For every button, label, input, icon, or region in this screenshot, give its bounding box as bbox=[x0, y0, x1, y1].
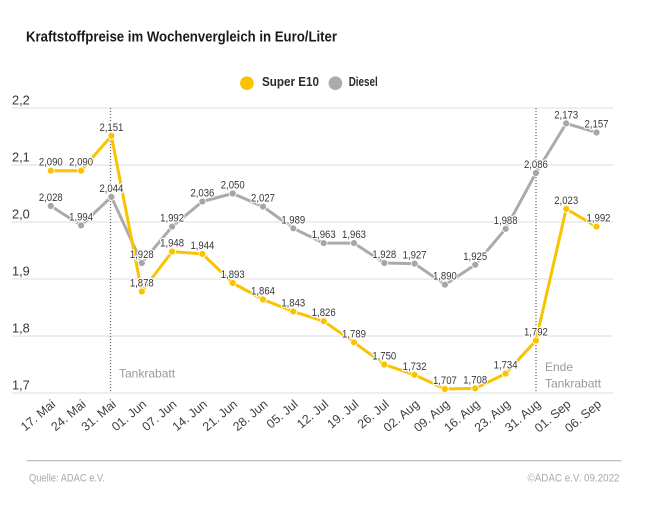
svg-text:1,864: 1,864 bbox=[251, 286, 275, 298]
svg-text:2,023: 2,023 bbox=[554, 195, 578, 207]
svg-text:2,028: 2,028 bbox=[39, 192, 63, 204]
svg-text:Diesel: Diesel bbox=[349, 74, 378, 89]
svg-text:1,8: 1,8 bbox=[12, 322, 30, 336]
svg-text:Tankrabatt: Tankrabatt bbox=[545, 377, 602, 391]
svg-text:Kraftstoffpreise im Wochenverg: Kraftstoffpreise im Wochenvergleich in E… bbox=[26, 30, 337, 46]
svg-text:2,173: 2,173 bbox=[554, 109, 578, 121]
svg-text:1,826: 1,826 bbox=[312, 307, 336, 319]
svg-text:1,707: 1,707 bbox=[433, 375, 457, 387]
svg-text:1,963: 1,963 bbox=[312, 229, 336, 241]
svg-text:2,086: 2,086 bbox=[524, 159, 548, 171]
svg-text:2,1: 2,1 bbox=[12, 151, 30, 165]
svg-text:1,890: 1,890 bbox=[433, 271, 457, 283]
svg-text:2,0: 2,0 bbox=[12, 208, 30, 222]
svg-text:2,044: 2,044 bbox=[99, 183, 123, 195]
svg-text:Tankrabatt: Tankrabatt bbox=[119, 367, 176, 381]
svg-text:1,988: 1,988 bbox=[494, 215, 518, 227]
svg-text:1,948: 1,948 bbox=[160, 238, 184, 250]
svg-text:2,050: 2,050 bbox=[221, 180, 245, 192]
svg-text:2,090: 2,090 bbox=[39, 157, 63, 169]
svg-text:1,789: 1,789 bbox=[342, 328, 366, 340]
svg-text:1,989: 1,989 bbox=[281, 214, 305, 226]
svg-text:1,944: 1,944 bbox=[190, 240, 214, 252]
svg-text:2,2: 2,2 bbox=[12, 94, 30, 108]
svg-text:1,992: 1,992 bbox=[587, 213, 611, 225]
svg-text:1,893: 1,893 bbox=[221, 269, 245, 281]
svg-text:©ADAC e.V. 09.2022: ©ADAC e.V. 09.2022 bbox=[528, 472, 620, 484]
svg-text:1,7: 1,7 bbox=[12, 379, 30, 393]
svg-text:1,925: 1,925 bbox=[463, 251, 487, 263]
svg-text:2,151: 2,151 bbox=[99, 122, 123, 134]
svg-text:1,843: 1,843 bbox=[281, 298, 305, 310]
svg-text:1,708: 1,708 bbox=[463, 374, 487, 386]
svg-text:Ende: Ende bbox=[545, 360, 573, 374]
svg-text:2,036: 2,036 bbox=[190, 188, 214, 200]
svg-text:1,9: 1,9 bbox=[12, 265, 30, 279]
svg-text:1,732: 1,732 bbox=[403, 361, 427, 373]
svg-text:2,157: 2,157 bbox=[585, 119, 609, 131]
svg-text:1,928: 1,928 bbox=[130, 249, 154, 261]
svg-text:1,878: 1,878 bbox=[130, 278, 154, 290]
svg-text:1,750: 1,750 bbox=[372, 351, 396, 363]
svg-text:2,090: 2,090 bbox=[69, 157, 93, 169]
svg-text:Quelle: ADAC e.V.: Quelle: ADAC e.V. bbox=[29, 472, 105, 484]
svg-text:2,027: 2,027 bbox=[251, 193, 275, 205]
svg-text:1,734: 1,734 bbox=[494, 360, 518, 372]
svg-text:1,963: 1,963 bbox=[342, 229, 366, 241]
svg-text:1,928: 1,928 bbox=[372, 249, 396, 261]
svg-text:1,994: 1,994 bbox=[69, 211, 93, 223]
svg-text:Super E10: Super E10 bbox=[262, 74, 319, 89]
svg-text:1,992: 1,992 bbox=[160, 213, 184, 225]
svg-text:1,927: 1,927 bbox=[403, 250, 427, 262]
svg-text:1,792: 1,792 bbox=[524, 327, 548, 339]
